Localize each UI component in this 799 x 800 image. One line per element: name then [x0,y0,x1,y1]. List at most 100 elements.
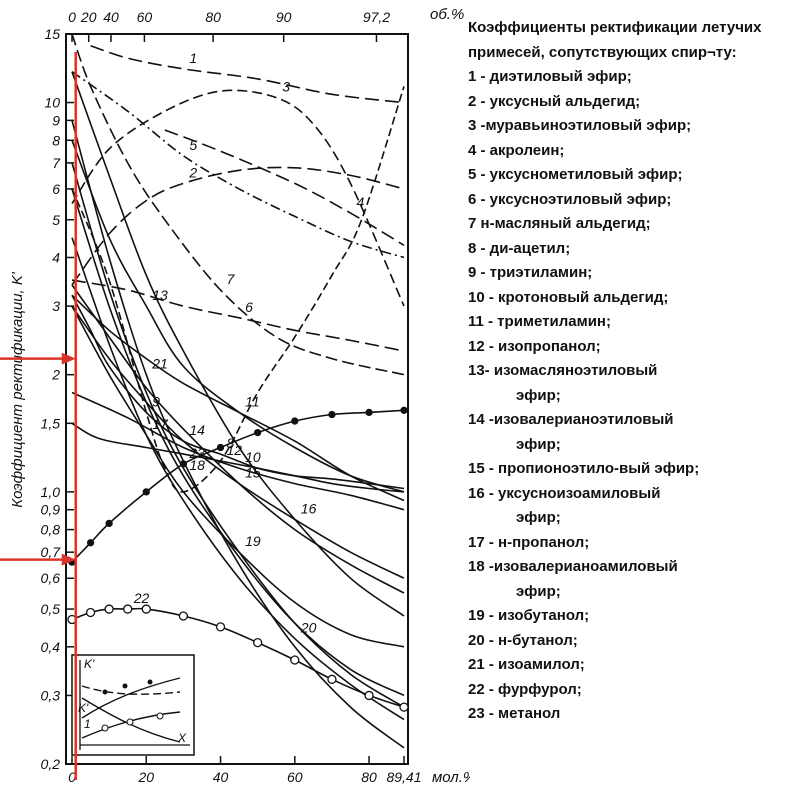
series-label-23: 23 [188,445,205,461]
inset-label: X [177,731,187,745]
y-tick-label: 6 [52,181,60,197]
series-label-14: 14 [189,422,205,438]
series-line-3 [71,89,405,307]
series-point-23 [328,410,336,419]
x-tick-label-top: 80 [205,9,221,25]
x-tick-label-bottom: 60 [287,769,303,785]
legend-item: 22 - фурфурол; [468,680,582,698]
series-line-15 [71,284,405,594]
legend-item: 2 - уксусный альдегид; [468,92,641,110]
legend-item: 1 - диэтиловый эфир; [468,68,632,85]
legend-item: 18 -изовалерианоамиловый [468,558,678,575]
series-point-23 [365,408,373,417]
series-label-19: 19 [245,533,261,549]
y-tick-label: 0,5 [41,601,61,617]
series-label-5: 5 [189,137,197,153]
x-unit-top: об.% [430,6,464,23]
legend-item: 9 - триэтиламин; [468,264,593,281]
series-label-21: 21 [151,356,168,372]
series-line-14 [71,305,405,579]
legend-item-continuation: эфир; [516,386,561,404]
red-arrow-head [61,553,76,566]
series-point-23 [142,488,150,496]
plot-frame [65,33,409,765]
series-label-12: 12 [227,442,243,458]
series-label-18: 18 [189,457,205,473]
series-line-2 [71,166,405,286]
series-point-22 [123,604,133,614]
legend-item: 20 - н-бутанол; [468,631,578,649]
legend-item: 10 - кротоновый альдегид; [468,288,669,306]
y-tick-label: 0,4 [41,639,61,655]
legend: Коэффициенты ректификации летучих примес… [468,16,796,727]
series-label-4: 4 [356,194,364,210]
series-point-23 [400,406,408,414]
series-label-17: 17 [152,416,169,432]
legend-item: 16 - уксусноизоамиловый [468,484,661,502]
series-line-4 [164,129,405,246]
legend-items: 1 - диэтиловый эфир; 2 - уксусный альдег… [468,65,796,727]
inset-curve [81,685,181,695]
series-point-22 [104,604,114,614]
series-label-10: 10 [245,449,261,465]
series-point-22 [290,655,300,665]
x-tick-label-top: 90 [276,9,292,25]
legend-item: 7 н-масляный альдегид; [468,215,651,232]
y-tick-label: 0,9 [41,502,61,518]
x-tick-label-bottom: 40 [213,769,229,785]
series-label-9: 9 [152,393,160,409]
legend-item: 17 - н-пропанол; [468,533,590,551]
series-point-22 [141,604,151,614]
series-line-5 [71,71,405,259]
series-point-23 [86,539,95,547]
y-tick-label: 10 [44,95,60,111]
legend-item: 19 - изобутанол; [468,607,590,624]
inset-point [102,689,108,695]
series-line-21 [71,120,405,749]
legend-item: 4 - акролеин; [468,141,565,159]
x-tick-label-top: 20 [80,9,97,25]
series-label-3: 3 [282,79,290,95]
y-tick-label: 0,3 [41,687,61,703]
legend-item: 23 - метанол [468,705,561,722]
legend-item-continuation: эфир; [516,509,561,526]
y-tick-label: 1,0 [41,484,61,500]
series-point-23 [254,428,262,437]
inset-label: K' [84,657,95,671]
inset-label: 1 [84,717,91,731]
legend-item: 3 -муравьиноэтиловый эфир; [468,117,692,134]
x-tick-label-top: 97,2 [363,9,390,25]
legend-item: 11 - триметиламин; [468,313,611,330]
series-line-20 [71,237,405,721]
series-line-7 [71,33,405,376]
inset-diagram: K' K' 1 X [71,654,195,756]
series-label-1: 1 [189,50,197,66]
series-point-23 [216,443,225,452]
legend-item-continuation: эфир; [516,582,561,600]
series-line-6 [71,279,405,352]
red-arrow-head [61,352,76,365]
series-line-10 [71,391,405,511]
legend-item: 5 - уксуснометиловый эфир; [468,166,683,183]
y-tick-label: 0,8 [41,522,61,538]
x-unit-bottom: мол.% [432,769,470,786]
x-tick-label-bottom: 89,41 [386,769,421,785]
inset-point [156,712,164,720]
y-tick-label: 5 [52,212,60,228]
series-point-22 [178,611,189,621]
legend-title: Коэффициенты ректификации летучих примес… [468,19,762,61]
series-label-11: 11 [245,393,260,409]
x-tick-label-bottom: 0 [68,769,76,785]
series-line-1 [90,44,405,104]
y-tick-label: 4 [52,249,60,265]
y-tick-label: 15 [44,26,60,42]
series-label-15: 15 [245,465,261,481]
series-point-23 [179,460,188,468]
legend-item: 14 -изовалерианоэтиловый [468,411,674,428]
series-label-2: 2 [188,164,197,180]
x-tick-label-bottom: 20 [137,769,154,785]
inset-point [147,679,153,685]
inset-label: K' [78,701,89,715]
series-point-23 [105,519,113,528]
inset-point [101,724,109,732]
